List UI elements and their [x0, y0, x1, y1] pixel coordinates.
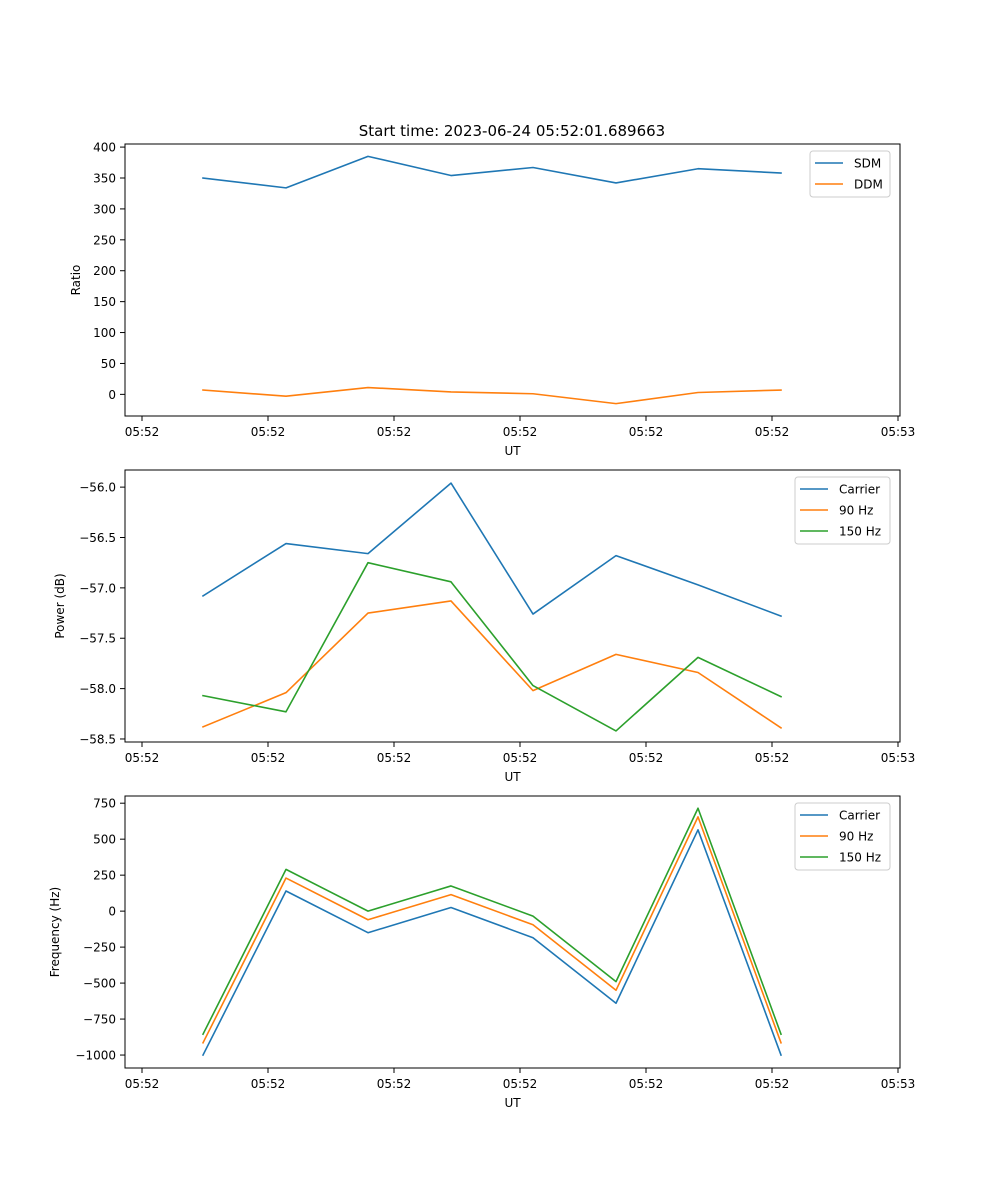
y-tick-label: −57.5 — [79, 632, 116, 646]
legend: SDM DDM — [809, 150, 891, 198]
y-tick-label: −250 — [83, 941, 116, 955]
y-axis-label: Power (dB) — [53, 573, 67, 638]
x-tick-label: 05:52 — [503, 1077, 538, 1091]
y-tick-label: −750 — [83, 1013, 116, 1027]
x-tick-label: 05:52 — [125, 1077, 160, 1091]
y-tick-label: −57.0 — [79, 581, 116, 595]
y-tick-label: 0 — [108, 388, 116, 402]
x-tick-label: 05:53 — [881, 1077, 916, 1091]
legend-label: Carrier — [839, 809, 880, 823]
legend-box — [794, 476, 891, 545]
series-line-150-hz — [202, 561, 783, 732]
y-tick-label: 50 — [101, 357, 116, 371]
chart-panels: 05:52 05:52 05:52 05:52 05:52 05:52 05:53 0 50 10… — [48, 141, 915, 1110]
x-tick-label: 05:52 — [503, 425, 538, 439]
y-tick-label: 150 — [93, 295, 116, 309]
y-tick-label: −56.0 — [79, 481, 116, 495]
x-tick-label: 05:52 — [125, 751, 160, 765]
x-tick-label: 05:52 — [629, 751, 664, 765]
legend: Carrier 90 Hz 150 Hz — [794, 476, 891, 545]
y-tick-label: 250 — [93, 869, 116, 883]
x-axis-label: UT — [504, 444, 521, 458]
x-tick-label: 05:53 — [881, 751, 916, 765]
x-tick-label: 05:52 — [377, 751, 412, 765]
x-tick-label: 05:52 — [377, 1077, 412, 1091]
x-tick-label: 05:52 — [251, 751, 286, 765]
x-tick-label: 05:53 — [881, 425, 916, 439]
chart-panel-1: 05:52 05:52 05:52 05:52 05:52 05:52 05:53 0 50 10… — [69, 141, 915, 458]
y-tick-label: 300 — [93, 202, 116, 216]
y-axis-label: Ratio — [69, 265, 83, 296]
y-tick-label: −56.5 — [79, 531, 116, 545]
y-tick-label: −58.5 — [79, 732, 116, 746]
legend-label: DDM — [854, 178, 883, 192]
legend-label: Carrier — [839, 483, 880, 497]
axes-frame — [124, 143, 901, 417]
legend-label: 150 Hz — [839, 525, 881, 539]
y-axis-label: Frequency (Hz) — [48, 887, 62, 978]
y-tick-label: 100 — [93, 326, 116, 340]
legend-label: SDM — [854, 157, 881, 171]
y-tick-label: 200 — [93, 264, 116, 278]
x-tick-label: 05:52 — [629, 425, 664, 439]
y-tick-label: −1000 — [75, 1049, 116, 1063]
series-line-90-hz — [201, 816, 783, 1044]
x-tick-label: 05:52 — [251, 1077, 286, 1091]
x-tick-label: 05:52 — [125, 425, 160, 439]
axes-frame — [124, 795, 901, 1069]
y-tick-label: 250 — [93, 233, 116, 247]
x-axis-label: UT — [504, 1096, 521, 1110]
y-tick-label: −500 — [83, 977, 116, 991]
chart-panel-3: 05:52 05:52 05:52 05:52 05:52 05:52 05:53 −1000… — [48, 795, 916, 1110]
x-tick-label: 05:52 — [755, 1077, 790, 1091]
figure-title: Start time: 2023-06-24 05:52:01.689663 — [359, 122, 665, 140]
legend-box — [794, 802, 891, 871]
series-line-carrier — [201, 829, 783, 1057]
x-tick-label: 05:52 — [377, 425, 412, 439]
y-tick-label: 400 — [93, 141, 116, 155]
x-tick-label: 05:52 — [755, 751, 790, 765]
series-line-150-hz — [201, 807, 783, 1036]
y-tick-label: 500 — [93, 833, 116, 847]
y-tick-label: 750 — [93, 797, 116, 811]
y-tick-label: −58.0 — [79, 682, 116, 696]
x-tick-label: 05:52 — [251, 425, 286, 439]
legend-label: 150 Hz — [839, 851, 881, 865]
series-line-ddm — [202, 386, 782, 405]
legend-label: 90 Hz — [839, 504, 873, 518]
series-line-sdm — [202, 155, 782, 189]
chart-panel-2: 05:52 05:52 05:52 05:52 05:52 05:52 05:53 −58.5… — [53, 469, 916, 784]
axes-frame — [124, 469, 901, 743]
y-tick-label: 350 — [93, 172, 116, 186]
legend: Carrier 90 Hz 150 Hz — [794, 802, 891, 871]
legend-label: 90 Hz — [839, 830, 873, 844]
x-tick-label: 05:52 — [629, 1077, 664, 1091]
series-line-carrier — [201, 482, 783, 618]
y-tick-label: 0 — [108, 905, 116, 919]
x-tick-label: 05:52 — [755, 425, 790, 439]
x-axis-label: UT — [504, 770, 521, 784]
x-tick-label: 05:52 — [503, 751, 538, 765]
